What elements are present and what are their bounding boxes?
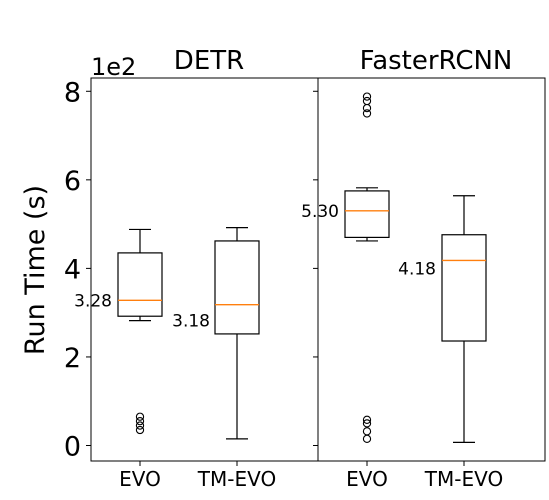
median-label: 5.30: [301, 202, 339, 222]
panel-title-detr: DETR: [174, 46, 244, 76]
outlier-point: [362, 92, 372, 101]
median-label: 3.28: [74, 291, 112, 311]
x-tick-label: TM-EVO: [197, 467, 276, 491]
box: [117, 252, 163, 317]
box: [214, 240, 260, 335]
outlier-point: [135, 417, 145, 426]
y-tick-label: 6: [64, 166, 81, 197]
y-tick-label: 2: [64, 343, 81, 374]
panel-title-fasterrcnn: FasterRCNN: [360, 46, 513, 76]
outlier-point: [362, 434, 372, 444]
y-axis-multiplier: 1e2: [91, 53, 136, 81]
y-tick-label: 4: [64, 254, 81, 285]
x-tick-label: EVO: [346, 467, 388, 491]
x-tick-label: TM-EVO: [424, 467, 503, 491]
outlier-point: [362, 103, 372, 113]
box: [441, 234, 487, 342]
outlier-point: [362, 109, 372, 118]
median-label: 3.18: [172, 312, 210, 332]
panel-frame-0: [90, 77, 319, 462]
outlier-point: [135, 412, 145, 421]
y-axis-label: Run Time (s): [20, 185, 51, 355]
outlier-point: [135, 425, 145, 435]
y-tick-label: 8: [64, 77, 81, 108]
median-label: 4.18: [398, 259, 436, 279]
y-tick-label: 0: [64, 432, 81, 463]
outlier-point: [362, 427, 372, 436]
outlier-point: [135, 421, 145, 430]
panel-frame-1: [317, 77, 546, 462]
outlier-point: [362, 415, 372, 424]
outlier-point: [362, 419, 372, 428]
x-tick-label: EVO: [119, 467, 161, 491]
box: [344, 190, 390, 238]
outlier-point: [362, 96, 372, 106]
